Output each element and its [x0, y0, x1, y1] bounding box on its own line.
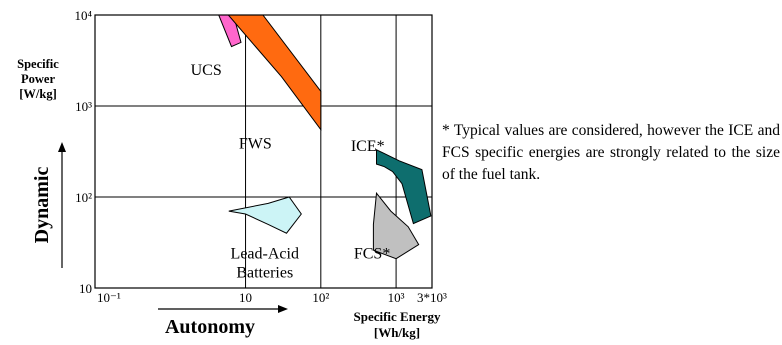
autonomy-arrow-head [278, 305, 288, 313]
dynamic-label: Dynamic [31, 167, 53, 244]
x-axis-label: [Wh/kg] [374, 325, 420, 340]
autonomy-label: Autonomy [165, 316, 255, 338]
x-tick-label: 3*10³ [417, 290, 447, 305]
region-label: FWS [239, 136, 272, 153]
region-ice [376, 149, 432, 225]
y-axis-label: [W/kg] [19, 87, 57, 101]
region-lead-acid-batteries [228, 196, 302, 234]
y-axis-label: Specific [17, 57, 59, 71]
plot-frame [94, 14, 433, 289]
footnote: * Typical values are considered, however… [442, 122, 780, 183]
region-label: Lead-Acid [231, 246, 299, 263]
y-tick-label: 10² [75, 190, 92, 205]
region-label: FCS* [354, 246, 390, 263]
region-label: Batteries [236, 265, 293, 282]
y-tick-label: 10 [79, 281, 92, 296]
y-tick-label: 10³ [75, 99, 92, 114]
x-tick-label: 10² [312, 290, 329, 305]
region-label: ICE* [351, 138, 385, 155]
x-tick-label: 10⁻¹ [97, 290, 121, 305]
region-fcs [372, 191, 420, 260]
x-tick-label: 10³ [388, 290, 405, 305]
region-label: UCS [191, 62, 222, 79]
y-tick-label: 10⁴ [74, 8, 92, 23]
region-fws [227, 14, 322, 132]
x-tick-label: 10 [239, 290, 252, 305]
x-axis-label: Specific Energy [353, 309, 441, 324]
y-axis-label: Power [21, 72, 55, 86]
dynamic-arrow-head [58, 142, 66, 152]
